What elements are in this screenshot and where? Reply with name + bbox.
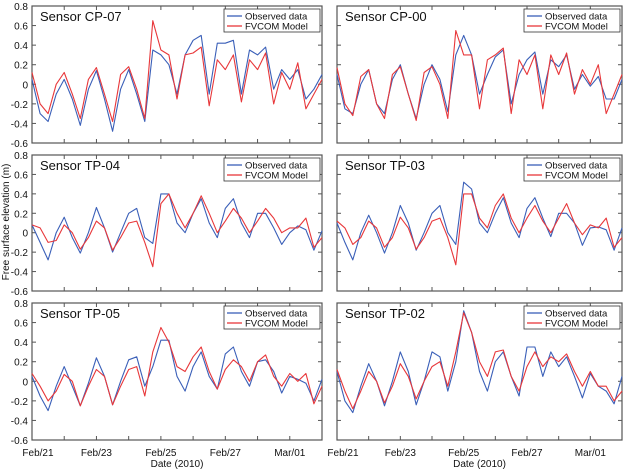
y-tick-label: -0.2 [11, 397, 29, 408]
panel-sensor-tp-05: 0.8 0.6 0.4 0.2 0 -0.2 -0.4 -0.6 Sensor TP-05 Obs… [11, 299, 323, 469]
legend-label: Observed data [245, 161, 308, 172]
x-axis-label: Date (2010) [453, 459, 506, 469]
x-tick-label: Feb/25 [145, 448, 177, 459]
x-tick-label: Mar/01 [575, 448, 607, 459]
legend-label: FVCOM Model [245, 171, 308, 182]
y-tick-label: -0.4 [11, 119, 29, 130]
y-tick-label: -0.6 [11, 287, 29, 298]
y-tick-label: 0.2 [14, 61, 28, 72]
x-axis-label: Date (2010) [151, 459, 204, 469]
panel-title: Sensor CP-07 [40, 9, 122, 24]
x-tick-label: Feb/21 [327, 448, 359, 459]
legend-box [223, 8, 321, 33]
y-tick-label: -0.2 [11, 100, 29, 111]
legend-label: FVCOM Model [545, 171, 608, 182]
model-line [336, 29, 623, 122]
y-tick-label: 0.8 [14, 2, 28, 13]
observed-line [31, 193, 323, 261]
y-tick-label: -0.6 [11, 139, 29, 150]
x-tick-label: Mar/01 [274, 448, 306, 459]
x-tick-label: Feb/23 [385, 448, 417, 459]
panel-title: Sensor TP-05 [40, 306, 120, 321]
y-tick-label: 0 [22, 377, 28, 388]
y-tick-label: 0.6 [14, 22, 28, 33]
y-tick-label: 0.6 [14, 319, 28, 330]
y-tick-label: 0 [22, 80, 28, 91]
y-axis-label: Free surface elevation (m) [1, 164, 12, 281]
y-tick-label: -0.2 [11, 248, 29, 259]
legend-box [523, 157, 621, 182]
legend-box [223, 305, 321, 330]
observed-line [31, 339, 323, 412]
y-tick-label: 0.2 [14, 209, 28, 220]
legend-label: Observed data [545, 161, 608, 172]
y-tick-label: 0 [22, 229, 28, 240]
y-tick-label: 0.4 [14, 41, 28, 52]
panel-title: Sensor CP-00 [345, 9, 427, 24]
legend-label: FVCOM Model [545, 22, 608, 33]
legend-label: Observed data [245, 309, 308, 320]
legend-box [523, 8, 621, 33]
legend-label: FVCOM Model [245, 22, 308, 33]
panel-sensor-cp-07: 0.8 0.6 0.4 0.2 0 -0.2 -0.4 -0.6 Sensor CP-07 Obs… [11, 2, 323, 150]
y-tick-label: 0.4 [14, 338, 28, 349]
x-tick-label: Feb/25 [448, 448, 480, 459]
observed-line [336, 181, 623, 261]
y-tick-label: -0.4 [11, 416, 29, 427]
observed-line [31, 34, 323, 132]
plot-frame [31, 154, 323, 292]
y-tick-label: -0.6 [11, 436, 29, 447]
x-tick-label: Feb/27 [210, 448, 242, 459]
legend-label: Observed data [545, 309, 608, 320]
x-tick-label: Feb/21 [22, 448, 54, 459]
model-line [31, 20, 323, 123]
legend-box [523, 305, 621, 330]
y-tick-label: 0.8 [14, 151, 28, 162]
legend-label: Observed data [245, 12, 308, 23]
y-tick-label: 0.4 [14, 190, 28, 201]
x-tick-label: Feb/27 [511, 448, 543, 459]
y-tick-label: 0.8 [14, 299, 28, 310]
x-tick-label: Feb/23 [81, 448, 113, 459]
observed-line [336, 34, 623, 120]
observed-line [336, 310, 623, 414]
plot-frame [31, 302, 323, 441]
model-line [31, 326, 323, 407]
panel-title: Sensor TP-02 [345, 306, 425, 321]
y-tick-label: 0.6 [14, 170, 28, 181]
legend-label: Observed data [545, 12, 608, 23]
y-tick-label: 0.2 [14, 358, 28, 369]
legend-label: FVCOM Model [245, 319, 308, 330]
y-tick-label: -0.4 [11, 268, 29, 279]
panel-title: Sensor TP-03 [345, 158, 425, 173]
model-line [31, 193, 323, 268]
panel-sensor-tp-04: 0.8 0.6 0.4 0.2 0 -0.2 -0.4 -0.6 Sensor TP-04 Obs… [11, 151, 323, 298]
model-line [336, 312, 623, 410]
model-line [336, 193, 623, 266]
legend-label: FVCOM Model [545, 319, 608, 330]
legend-box [223, 157, 321, 182]
panel-title: Sensor TP-04 [40, 158, 120, 173]
